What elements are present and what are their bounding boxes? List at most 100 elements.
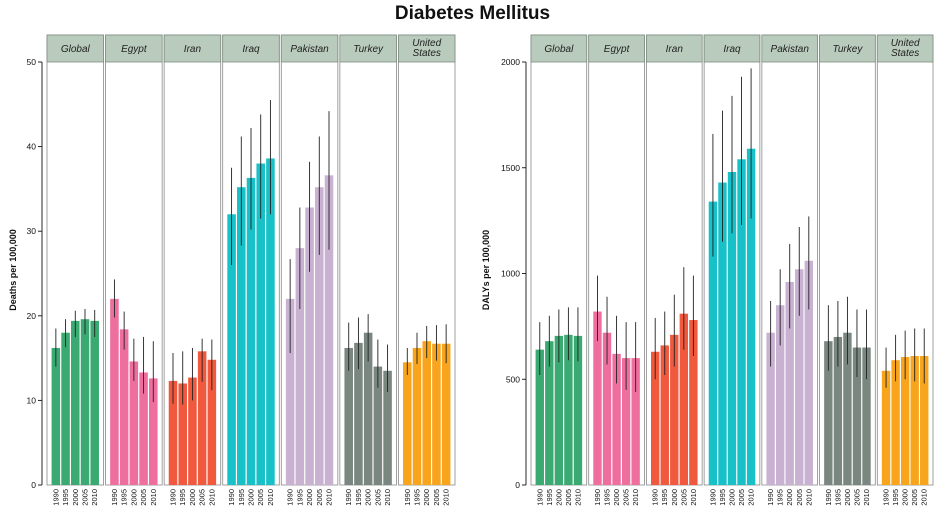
panel-egypt: Egypt 1990 1995 2000 2005 2010 xyxy=(105,34,163,506)
bar-united-states-2005 xyxy=(910,355,919,485)
x-tick-label: 2010 xyxy=(804,489,813,506)
x-tick-label: 2000 xyxy=(364,489,373,506)
bar-united-states-1990 xyxy=(881,370,891,485)
y-tick-label: 500 xyxy=(506,374,520,384)
bar-turkey-1990 xyxy=(824,341,833,485)
strip-header xyxy=(588,34,645,63)
x-tick-label: 2005 xyxy=(852,489,861,506)
strip-label: States xyxy=(413,48,441,59)
strip-label: Iraq xyxy=(242,44,260,55)
bar-global-1990 xyxy=(51,347,61,485)
bar-iraq-2000 xyxy=(246,177,256,486)
y-tick-label: 20 xyxy=(27,311,37,321)
bar-egypt-1990 xyxy=(593,311,602,485)
x-tick-label: 2010 xyxy=(149,489,158,506)
strip-label: Iran xyxy=(666,44,684,55)
bar-global-2010 xyxy=(573,335,583,485)
bar-united-states-1990 xyxy=(403,362,412,485)
x-tick-label: 1995 xyxy=(120,489,129,506)
x-tick-label: 2005 xyxy=(622,489,631,506)
strip-label: Egypt xyxy=(121,44,148,55)
x-tick-label: 2010 xyxy=(90,489,99,506)
x-tick-label: 1995 xyxy=(833,489,842,506)
bar-global-1995 xyxy=(61,332,70,485)
bar-egypt-1995 xyxy=(119,329,129,485)
bar-pakistan-1990 xyxy=(766,332,775,485)
panel-global: Global 1990 1995 2000 2005 2010 xyxy=(46,34,104,506)
panel-iran: Iran 1990 1995 2000 2005 2010 xyxy=(163,34,222,506)
bar-united-states-1995 xyxy=(891,360,900,485)
x-tick-label: 1990 xyxy=(286,489,295,506)
y-tick-label: 30 xyxy=(27,226,37,236)
bar-pakistan-2005 xyxy=(315,187,324,485)
bar-iran-1995 xyxy=(660,345,669,485)
strip-header xyxy=(280,34,339,63)
x-tick-label: 2010 xyxy=(631,489,640,506)
bar-iraq-1990 xyxy=(227,214,236,485)
x-tick-label: 2000 xyxy=(843,489,852,506)
bar-iran-1990 xyxy=(651,351,660,485)
x-tick-label: 2005 xyxy=(315,489,324,506)
bar-global-1995 xyxy=(545,341,554,485)
x-tick-label: 2010 xyxy=(442,489,451,506)
bar-turkey-1995 xyxy=(354,342,363,485)
x-tick-label: 2000 xyxy=(188,489,197,506)
x-tick-label: 1990 xyxy=(344,489,353,506)
bar-iraq-2005 xyxy=(737,159,746,486)
x-tick-label: 1990 xyxy=(110,489,119,506)
bar-egypt-2000 xyxy=(129,361,139,485)
bar-united-states-2010 xyxy=(441,343,451,485)
x-tick-label: 1990 xyxy=(593,489,602,506)
x-tick-label: 2005 xyxy=(256,489,265,506)
y-tick-label: 2000 xyxy=(501,57,520,67)
bar-pakistan-2000 xyxy=(785,281,794,485)
strip-header xyxy=(646,34,703,63)
strip-label: Iran xyxy=(184,44,202,55)
y-tick-label: 0 xyxy=(515,480,520,490)
bar-egypt-1990 xyxy=(110,298,119,485)
bar-iran-2005 xyxy=(197,351,207,485)
strip-label: United xyxy=(412,38,441,49)
x-tick-label: 1995 xyxy=(603,489,612,506)
bar-united-states-2005 xyxy=(432,343,441,485)
x-tick-label: 2005 xyxy=(564,489,573,506)
strip-label: Pakistan xyxy=(771,44,810,55)
x-tick-label: 1990 xyxy=(824,489,833,506)
x-tick-label: 2010 xyxy=(689,489,698,506)
x-tick-label: 2000 xyxy=(901,489,910,506)
bar-united-states-2000 xyxy=(900,357,910,485)
strip-header xyxy=(222,34,280,63)
strip-header xyxy=(398,34,456,63)
strip-label: United xyxy=(891,38,920,49)
x-tick-label: 1995 xyxy=(354,489,363,506)
chart-1: 0 500 1000 1500 2000 DALYs per 100,000 Global 1… xyxy=(481,34,934,506)
bar-turkey-2000 xyxy=(843,332,852,485)
bar-pakistan-1995 xyxy=(775,305,785,485)
strip-label: States xyxy=(891,48,919,59)
bar-pakistan-1990 xyxy=(285,298,295,485)
x-tick-label: 1995 xyxy=(61,489,70,506)
strip-label: Iraq xyxy=(723,44,741,55)
x-tick-label: 2000 xyxy=(670,489,679,506)
strip-label: Egypt xyxy=(604,44,631,55)
y-tick-label: 0 xyxy=(31,480,36,490)
x-tick-label: 2010 xyxy=(573,489,582,506)
bar-turkey-2010 xyxy=(862,347,871,485)
x-tick-label: 2010 xyxy=(862,489,871,506)
x-tick-label: 2000 xyxy=(305,489,314,506)
x-tick-label: 2005 xyxy=(81,489,90,506)
bar-turkey-1990 xyxy=(344,347,353,485)
x-tick-label: 1995 xyxy=(413,489,422,506)
bar-iraq-2000 xyxy=(727,171,737,486)
x-tick-label: 2005 xyxy=(910,489,919,506)
y-axis-label: DALYs per 100,000 xyxy=(481,230,491,310)
x-tick-label: 1990 xyxy=(766,489,775,506)
strip-label: Global xyxy=(544,44,574,55)
x-tick-label: 1990 xyxy=(651,489,660,506)
bar-pakistan-2010 xyxy=(324,175,334,485)
x-tick-label: 2010 xyxy=(325,489,334,506)
x-tick-label: 2000 xyxy=(785,489,794,506)
x-tick-label: 1995 xyxy=(891,489,900,506)
